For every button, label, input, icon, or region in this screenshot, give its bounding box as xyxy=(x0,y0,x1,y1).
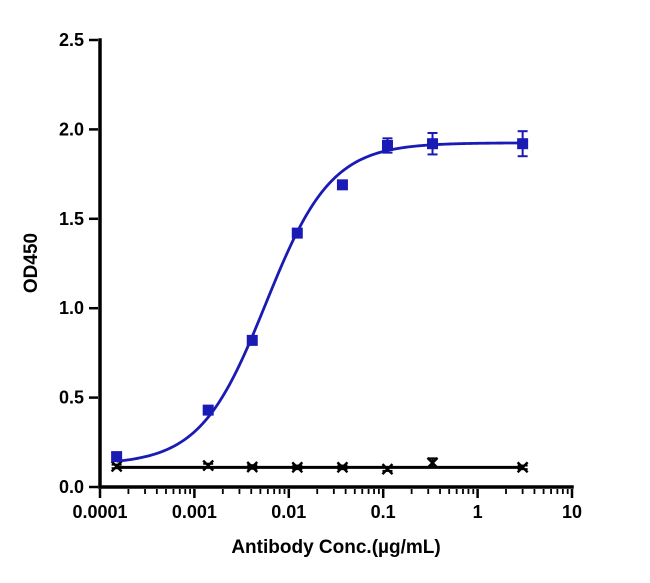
y-axis-title: OD450 xyxy=(21,232,42,294)
svg-text:0.01: 0.01 xyxy=(271,502,306,522)
x-axis-title: Antibody Conc.(µg/mL) xyxy=(231,537,441,558)
svg-text:2.5: 2.5 xyxy=(59,30,84,50)
svg-text:0.5: 0.5 xyxy=(59,388,84,408)
svg-text:1: 1 xyxy=(473,502,483,522)
svg-text:2.0: 2.0 xyxy=(59,119,84,139)
svg-text:0.001: 0.001 xyxy=(172,502,217,522)
svg-text:1.0: 1.0 xyxy=(59,298,84,318)
svg-text:0.1: 0.1 xyxy=(371,502,396,522)
svg-text:10: 10 xyxy=(562,502,582,522)
svg-text:0.0001: 0.0001 xyxy=(72,502,127,522)
svg-text:1.5: 1.5 xyxy=(59,209,84,229)
svg-text:0.0: 0.0 xyxy=(59,477,84,497)
